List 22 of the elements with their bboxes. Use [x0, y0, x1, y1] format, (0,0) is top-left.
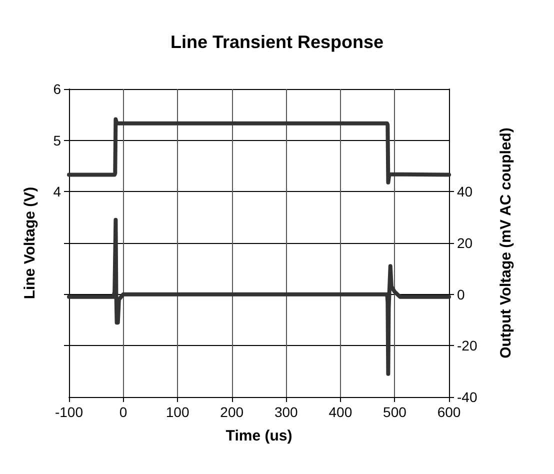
x-tick-label: 300 — [274, 404, 298, 420]
x-tick-label: 100 — [166, 404, 190, 420]
y-tick-label: 5 — [53, 132, 62, 148]
line-series — [67, 218, 451, 376]
y2-tick-label: -40 — [457, 389, 478, 405]
x-axis-title: Time (us) — [226, 428, 292, 444]
x-tick-label: -100 — [54, 404, 84, 420]
y2-tick-label: 20 — [457, 235, 473, 251]
x-tick-label: 400 — [328, 404, 352, 420]
y-axis-title: Line Voltage (V) — [22, 186, 38, 300]
line-series — [67, 117, 451, 184]
y2-tick-label: 0 — [457, 286, 465, 302]
y-tick-label: 4 — [53, 184, 62, 200]
y2-axis-title: Output Voltage (mV AC coupled) — [498, 128, 514, 358]
y2-tick-label: -20 — [457, 338, 478, 354]
x-tick-label: 200 — [220, 404, 244, 420]
y-tick-label: 6 — [53, 81, 62, 97]
x-tick-label: 600 — [437, 404, 461, 420]
x-tick-label: 500 — [383, 404, 407, 420]
y2-tick-label: 40 — [457, 184, 473, 200]
chart-title: Line Transient Response — [170, 32, 384, 52]
x-tick-label: 0 — [119, 404, 128, 420]
